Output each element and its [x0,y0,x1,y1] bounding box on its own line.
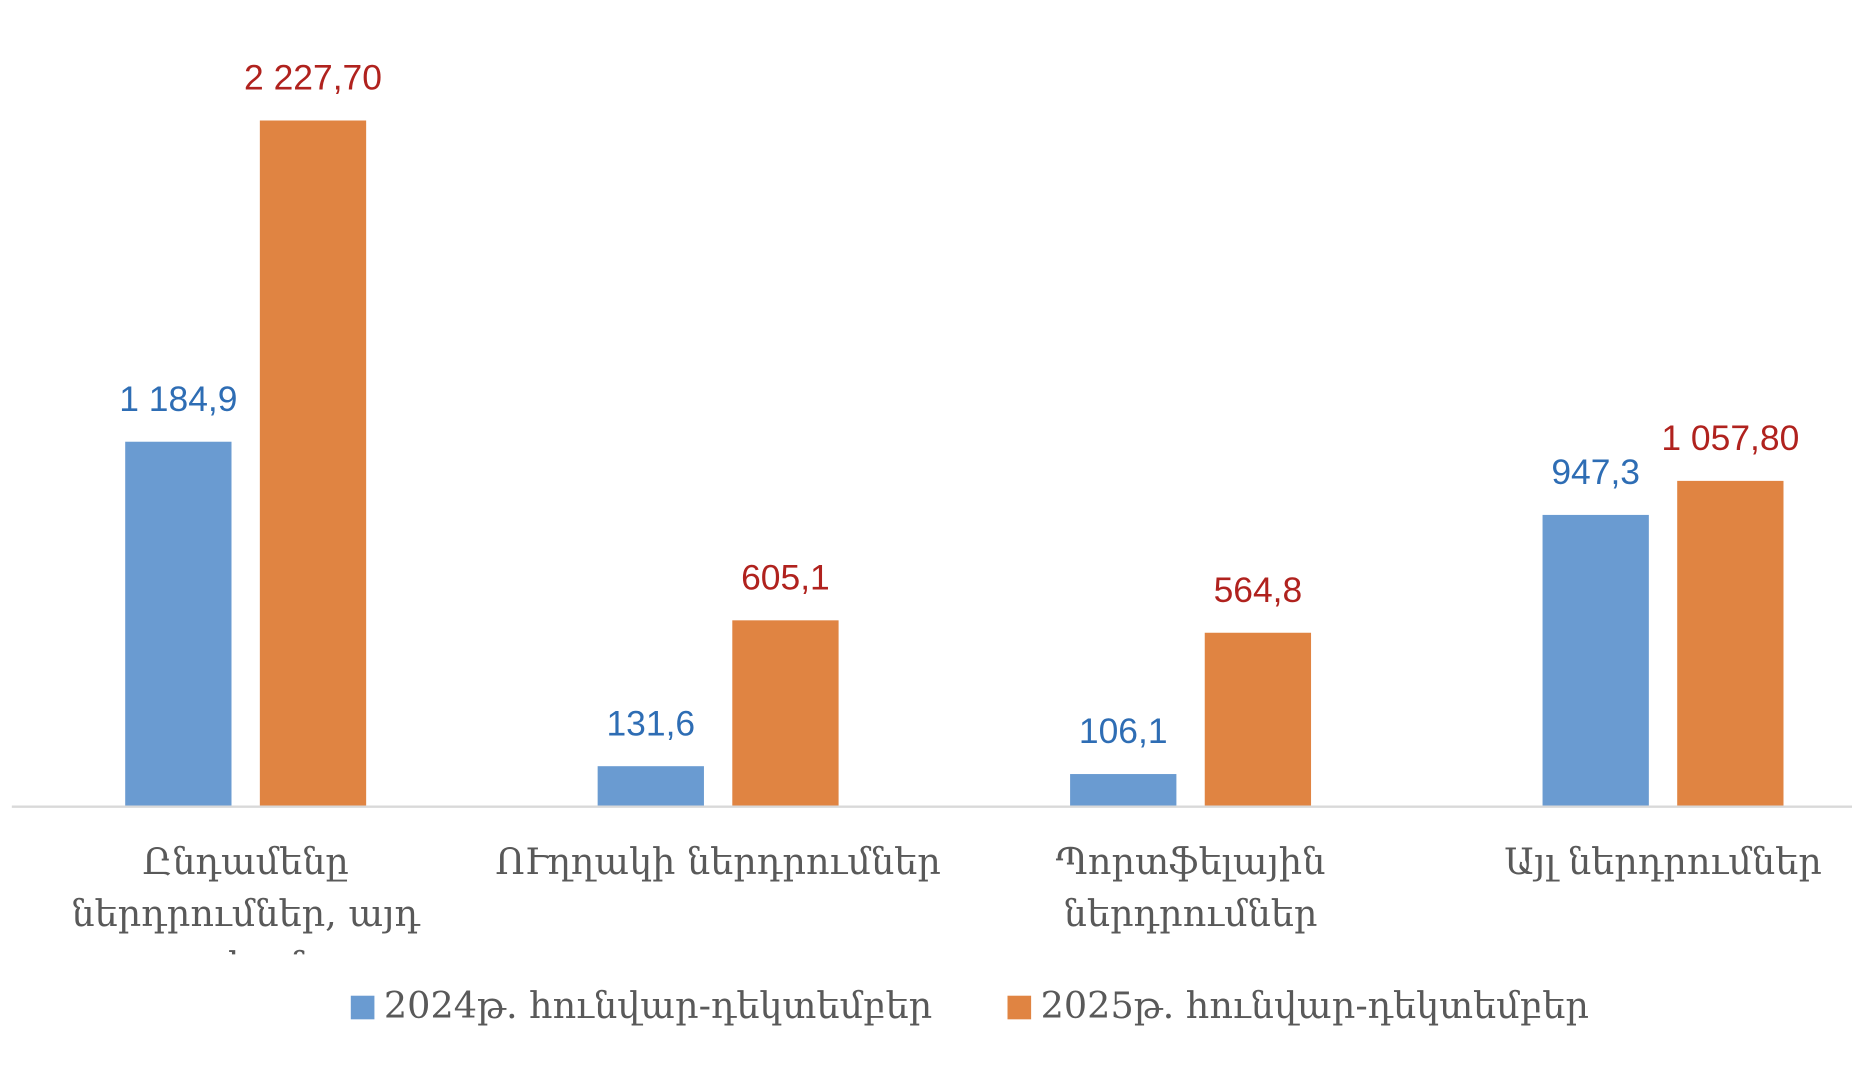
category-label-box: ՈՒղղակի ներդրումներ [495,840,941,884]
data-label: 564,8 [1214,570,1303,610]
x-tick-label: Այլ ներդրումներ [1504,840,1822,884]
data-label: 2 227,70 [244,58,382,98]
bar [1677,480,1784,807]
bar [1204,632,1312,807]
bar [732,620,839,807]
data-label: 605,1 [741,558,830,598]
data-label: 131,6 [606,703,695,743]
legend-label: 2025թ. հունվար-դեկտեմբեր [1041,984,1589,1027]
x-tick-label: Պորտֆելային ներդրումներ [1055,840,1326,936]
legend-swatch [1007,995,1032,1020]
legend-swatch [350,995,375,1020]
category-label-box: Ընդամենը ներդրումներ, այդ թվում [71,840,420,954]
data-label: 947,3 [1551,452,1640,492]
data-label: 106,1 [1079,711,1168,751]
bar [1070,774,1177,807]
x-tick-label: Ընդամենը ներդրումներ, այդ թվում [71,840,420,954]
bar [597,766,704,807]
data-label: 1 184,9 [119,379,237,419]
bar [125,441,232,807]
data-label: 1 057,80 [1661,418,1799,458]
bar [259,120,367,807]
category-label-box: Պորտֆելային ներդրումներ [1055,840,1326,936]
legend-label: 2024թ. հունվար-դեկտեմբեր [384,984,932,1027]
x-tick-label: ՈՒղղակի ներդրումներ [495,840,941,884]
bar [1542,514,1649,807]
category-label-box: Այլ ներդրումներ [1504,840,1822,884]
